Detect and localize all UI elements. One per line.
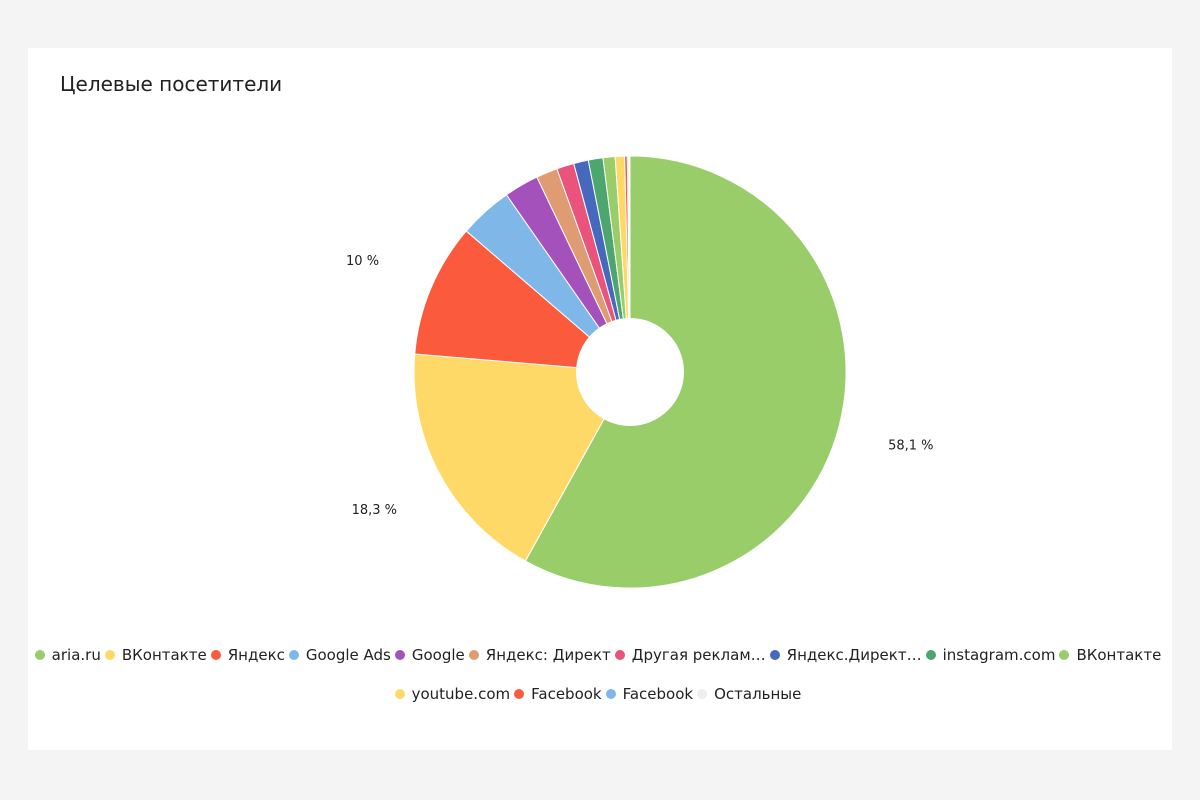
legend-label: Facebook xyxy=(622,685,694,703)
legend-label: instagram.com xyxy=(942,646,1056,664)
legend-label: Google xyxy=(411,646,465,664)
legend-label: Яндекс: Директ xyxy=(485,646,611,664)
legend-item[interactable]: Яндекс xyxy=(210,646,285,664)
legend-item[interactable]: Facebook xyxy=(605,685,694,703)
legend-item[interactable]: ВКонтакте xyxy=(104,646,207,664)
legend-dot-icon xyxy=(288,650,299,660)
pie-slice-1[interactable] xyxy=(413,353,631,562)
chart-legend: aria.ru ВКонтакте Яндекс Google Ads Google Ян… xyxy=(28,646,1172,703)
legend-label: ВКонтакте xyxy=(1076,646,1162,664)
legend-label: aria.ru xyxy=(51,646,101,664)
legend-dot-icon xyxy=(394,689,405,699)
legend-item[interactable]: youtube.com xyxy=(394,685,511,703)
legend-item[interactable]: Яндекс.Директ… xyxy=(769,646,922,664)
legend-item[interactable]: ВКонтакте xyxy=(1059,646,1161,664)
pie-chart: 58,1 % 18,3 % 10 % xyxy=(346,155,934,589)
legend-item[interactable]: aria.ru xyxy=(34,646,101,664)
legend-label: Facebook xyxy=(531,685,602,703)
legend-item[interactable]: Google Ads xyxy=(288,646,391,664)
legend-item[interactable]: instagram.com xyxy=(925,646,1056,664)
legend-label: Google Ads xyxy=(305,646,391,664)
legend-item[interactable]: Google xyxy=(394,646,465,664)
legend-label: Остальные xyxy=(714,685,802,703)
slice-data-label-0: 58,1 % xyxy=(888,438,933,453)
legend-item[interactable]: Яндекс: Директ xyxy=(468,646,611,664)
legend-dot-icon xyxy=(104,650,115,660)
legend-dot-icon xyxy=(925,650,936,660)
legend-item[interactable]: Facebook xyxy=(514,685,602,703)
legend-label: Яндекс.Директ… xyxy=(786,646,922,664)
legend-dot-icon xyxy=(394,650,405,660)
legend-dot-icon xyxy=(34,650,45,660)
legend-dot-icon xyxy=(1059,650,1070,660)
legend-dot-icon xyxy=(605,689,616,699)
legend-label: ВКонтакте xyxy=(121,646,207,664)
legend-item[interactable]: Остальные xyxy=(697,685,801,703)
legend-dot-icon xyxy=(210,650,221,660)
legend-dot-icon xyxy=(697,689,708,699)
legend-dot-icon xyxy=(769,650,780,660)
slice-data-label-2: 10 % xyxy=(346,254,379,269)
legend-label: Яндекс xyxy=(227,646,285,664)
pie-slice-13[interactable] xyxy=(628,155,631,373)
legend-dot-icon xyxy=(468,650,479,660)
pie-slice-0[interactable] xyxy=(524,155,847,589)
chart-card: Целевые посетители 58,1 % 18,3 % 10 % aria… xyxy=(28,48,1172,750)
legend-item[interactable]: Другая реклам… xyxy=(614,646,766,664)
legend-label: Другая реклам… xyxy=(631,646,766,664)
legend-dot-icon xyxy=(614,650,625,660)
donut-hole xyxy=(576,318,684,426)
slice-data-label-1: 18,3 % xyxy=(352,503,397,518)
pie-slice-2[interactable] xyxy=(414,230,632,373)
legend-label: youtube.com xyxy=(411,685,511,703)
legend-dot-icon xyxy=(514,689,525,699)
chart-title: Целевые посетители xyxy=(60,72,283,96)
